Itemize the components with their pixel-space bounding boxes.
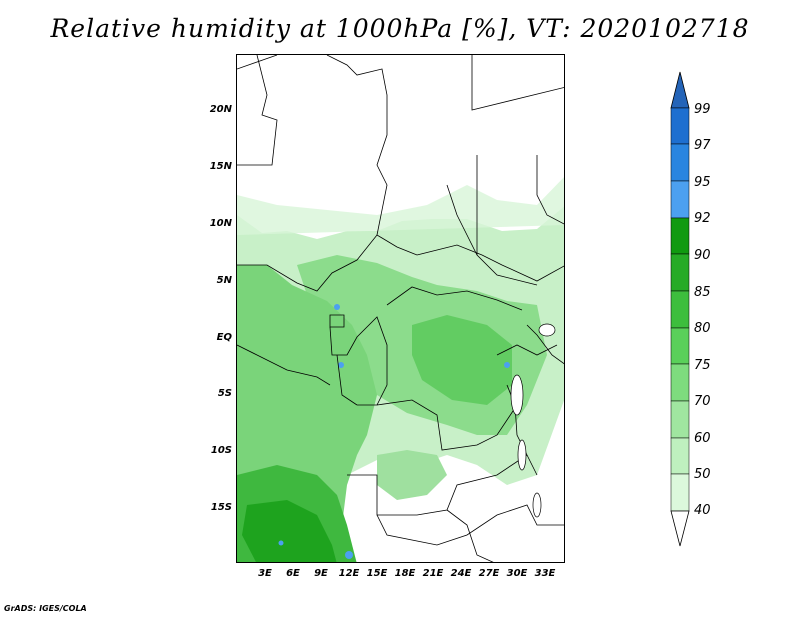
lat-label-5n: 5N [216, 275, 232, 286]
colorbar-label-92: 92 [694, 211, 711, 226]
lakes [510, 323, 556, 518]
footer-credit: GrADS: IGES/COLA [4, 604, 87, 613]
humidity-field-light-north [237, 177, 564, 235]
lon-label-30e: 30E [506, 568, 528, 579]
colorbar-swatch-80 [670, 327, 690, 365]
lon-label-15e: 15E [366, 568, 388, 579]
colorbar-swatch-70 [670, 400, 690, 439]
colorbar-swatch-50 [670, 473, 690, 512]
colorbar-label-80: 80 [694, 321, 711, 336]
colorbar-swatch-75 [670, 363, 690, 402]
lon-label-9e: 9E [314, 568, 328, 579]
humidity-blue-spot [338, 362, 344, 368]
humidity-field-darkest [242, 500, 337, 562]
humidity-blue-spot [334, 304, 340, 310]
colorbar-label-85: 85 [694, 285, 711, 300]
colorbar-swatch-97 [670, 143, 690, 182]
humidity-blue-spot [278, 540, 284, 546]
humidity-blue-spot [345, 551, 353, 559]
lon-label-12e: 12E [338, 568, 360, 579]
lat-label-10s: 10S [210, 445, 232, 456]
colorbar-label-97: 97 [694, 138, 711, 153]
colorbar-label-40: 40 [694, 503, 711, 518]
colorbar-swatch-60 [670, 437, 690, 475]
colorbar-bottom-arrow [670, 510, 690, 547]
lat-label-15n: 15N [209, 161, 232, 172]
colorbar-label-60: 60 [694, 431, 711, 446]
colorbar-label-70: 70 [694, 394, 711, 409]
lat-label-10n: 10N [209, 218, 232, 229]
humidity-map [237, 55, 564, 562]
lon-label-21e: 21E [422, 568, 444, 579]
lon-label-33e: 33E [534, 568, 556, 579]
lon-label-3e: 3E [258, 568, 272, 579]
colorbar-swatch-99 [670, 107, 690, 145]
colorbar-swatch-92 [670, 217, 690, 255]
lat-label-20n: 20N [209, 104, 232, 115]
country-borders [237, 55, 564, 562]
colorbar [670, 71, 690, 547]
lat-label-5s: 5S [217, 388, 232, 399]
colorbar-swatch-85 [670, 290, 690, 329]
colorbar-label-95: 95 [694, 175, 711, 190]
lon-label-6e: 6E [286, 568, 300, 579]
humidity-blue-spot [504, 362, 510, 368]
lon-label-27e: 27E [478, 568, 500, 579]
colorbar-label-50: 50 [694, 467, 711, 482]
colorbar-label-75: 75 [694, 358, 711, 373]
humidity-field-mid-east [412, 315, 512, 405]
chart-title: Relative humidity at 1000hPa [%], VT: 20… [50, 14, 750, 43]
lon-label-24e: 24E [450, 568, 472, 579]
map-panel [236, 54, 565, 563]
colorbar-swatch-90 [670, 253, 690, 292]
humidity-field-south-patch [377, 450, 447, 500]
colorbar-top-arrow [670, 71, 690, 109]
lon-label-18e: 18E [394, 568, 416, 579]
lat-label-15s: 15S [210, 502, 232, 513]
colorbar-swatch-95 [670, 180, 690, 219]
colorbar-label-90: 90 [694, 248, 711, 263]
colorbar-label-99: 99 [694, 102, 711, 117]
lat-label-eq: EQ [216, 332, 232, 343]
